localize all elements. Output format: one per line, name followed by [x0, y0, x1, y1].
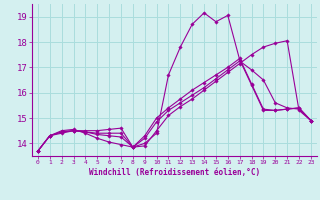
X-axis label: Windchill (Refroidissement éolien,°C): Windchill (Refroidissement éolien,°C) [89, 168, 260, 177]
